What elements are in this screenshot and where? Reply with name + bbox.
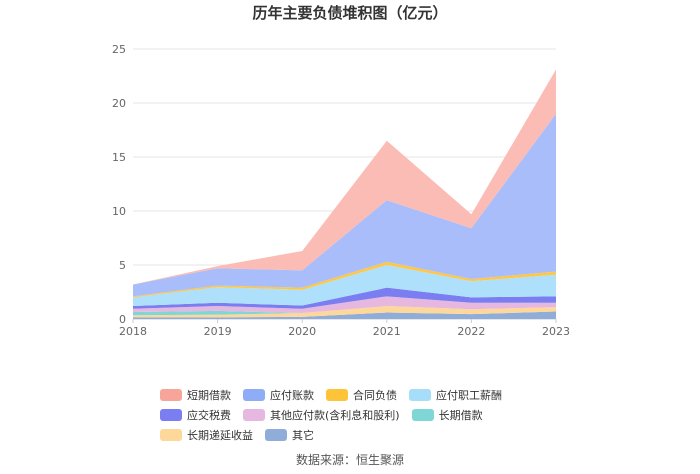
- x-tick-label: 2018: [119, 325, 147, 338]
- y-tick-label: 0: [119, 313, 126, 326]
- legend-swatch: [160, 389, 182, 401]
- legend-item-7[interactable]: 长期递延收益: [160, 428, 253, 442]
- x-tick-label: 2021: [373, 325, 401, 338]
- area-series-0: [133, 311, 556, 319]
- area-series-4: [133, 287, 556, 309]
- legend-label: 短期借款: [187, 389, 231, 402]
- area-series-3: [133, 296, 556, 314]
- legend-swatch: [409, 389, 431, 401]
- area-series-7: [133, 113, 556, 297]
- legend-swatch: [265, 429, 287, 441]
- legend-label: 应付账款: [270, 389, 314, 402]
- legend-item-1[interactable]: 应付账款: [243, 388, 314, 402]
- legend-item-0[interactable]: 短期借款: [160, 388, 231, 402]
- chart-title: 历年主要负债堆积图（亿元）: [252, 4, 448, 22]
- legend-swatch: [243, 409, 265, 421]
- y-tick-label: 5: [119, 259, 126, 272]
- legend-label: 其他应付款(含利息和股利): [270, 409, 400, 422]
- legend-swatch: [326, 389, 348, 401]
- y-tick-label: 10: [112, 205, 126, 218]
- legend-swatch: [160, 409, 182, 421]
- area-series-2: [133, 306, 556, 316]
- data-source: 数据来源：恒生聚源: [295, 453, 404, 467]
- legend-item-4[interactable]: 应交税费: [160, 408, 231, 422]
- y-tick-label: 25: [112, 43, 126, 56]
- x-tick-label: 2019: [204, 325, 232, 338]
- x-tick-label: 2023: [542, 325, 570, 338]
- legend-item-5[interactable]: 其他应付款(含利息和股利): [243, 408, 400, 422]
- legend-label: 应交税费: [187, 409, 231, 422]
- x-tick-label: 2022: [457, 325, 485, 338]
- legend-label: 合同负债: [353, 389, 397, 402]
- legend-item-3[interactable]: 应付职工薪酬: [409, 388, 502, 402]
- chart-legend: 短期借款 应付账款 合同负债 应付职工薪酬应交税费 其他应付款(含利息和股利) 长期借款长…: [160, 388, 580, 442]
- legend-swatch: [160, 429, 182, 441]
- x-tick-label: 2020: [288, 325, 316, 338]
- area-series-5: [133, 265, 556, 307]
- legend-label: 其它: [292, 429, 314, 442]
- area-series-6: [133, 261, 556, 298]
- legend-swatch: [411, 409, 434, 421]
- legend-item-8[interactable]: 其它: [265, 428, 314, 442]
- area-series-1: [133, 306, 556, 318]
- y-tick-label: 15: [112, 151, 126, 164]
- y-tick-label: 20: [112, 97, 126, 110]
- legend-label: 长期递延收益: [187, 429, 253, 442]
- legend-label: 应付职工薪酬: [436, 389, 502, 402]
- legend-label: 长期借款: [438, 409, 483, 422]
- legend-swatch: [243, 389, 265, 401]
- legend-item-6[interactable]: 长期借款: [411, 408, 483, 422]
- legend-item-2[interactable]: 合同负债: [326, 388, 397, 402]
